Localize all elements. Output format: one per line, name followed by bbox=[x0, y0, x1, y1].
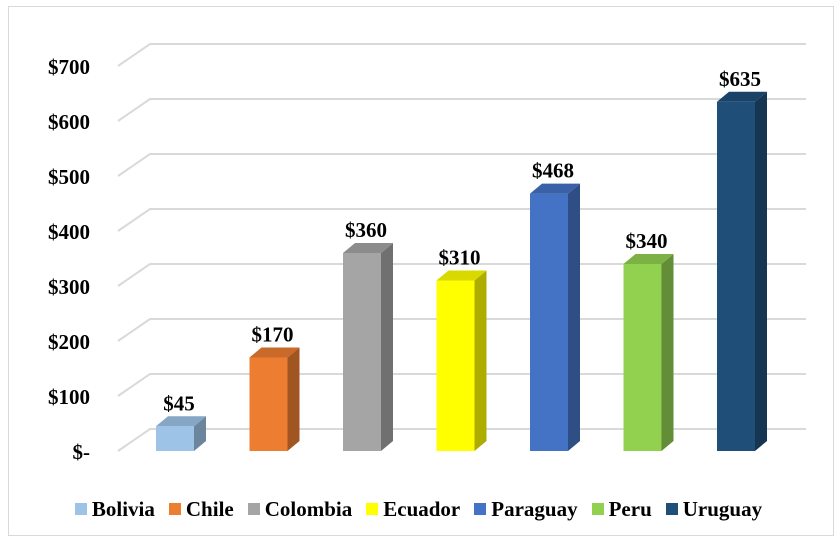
y-tick-label: $- bbox=[73, 440, 91, 464]
bar-ecuador bbox=[436, 270, 487, 451]
data-label: $468 bbox=[532, 159, 574, 183]
gridlines bbox=[117, 43, 806, 452]
gridline bbox=[117, 318, 806, 342]
gridline bbox=[117, 43, 806, 67]
gridline bbox=[117, 428, 806, 452]
gridline bbox=[117, 263, 806, 287]
legend-item-uruguay: Uruguay bbox=[665, 496, 763, 522]
legend-item-chile: Chile bbox=[168, 496, 234, 522]
gridline bbox=[117, 153, 806, 177]
legend-label: Ecuador bbox=[383, 496, 461, 521]
legend-swatch bbox=[591, 503, 604, 515]
bar-chile bbox=[249, 347, 300, 451]
y-tick-label: $500 bbox=[48, 165, 90, 189]
data-label: $635 bbox=[719, 67, 761, 91]
bar-colombia bbox=[343, 243, 393, 451]
legend-swatch bbox=[474, 503, 487, 515]
data-label: $310 bbox=[439, 246, 481, 270]
legend-swatch bbox=[665, 503, 678, 515]
legend-label: Paraguay bbox=[491, 496, 578, 521]
legend-item-colombia: Colombia bbox=[247, 496, 353, 522]
y-tick-label: $700 bbox=[48, 55, 90, 79]
y-tick-label: $300 bbox=[48, 275, 90, 299]
legend-item-peru: Peru bbox=[591, 496, 652, 522]
legend-swatch bbox=[74, 503, 87, 515]
gridline bbox=[117, 373, 806, 397]
legend: Bolivia Chile Colombia Ecuador Paraguay Peru U… bbox=[0, 494, 837, 524]
legend-label: Bolivia bbox=[91, 496, 155, 521]
legend-swatch bbox=[168, 503, 181, 515]
legend-label: Peru bbox=[608, 496, 652, 521]
legend-label: Colombia bbox=[264, 496, 353, 521]
legend-label: Chile bbox=[185, 496, 234, 521]
chart-frame bbox=[8, 6, 834, 536]
bar-peru bbox=[623, 254, 674, 451]
bar-paraguay bbox=[530, 183, 580, 451]
y-tick-label: $400 bbox=[48, 220, 90, 244]
gridline bbox=[117, 208, 806, 232]
legend-item-bolivia: Bolivia bbox=[74, 496, 155, 522]
data-labels: $45 $170 $360 $310 $468 $340 $635 bbox=[163, 67, 761, 416]
legend-swatch bbox=[247, 503, 260, 515]
data-label: $45 bbox=[163, 391, 195, 415]
bar-uruguay bbox=[717, 91, 767, 451]
y-tick-label: $600 bbox=[48, 110, 90, 134]
data-label: $360 bbox=[345, 218, 387, 242]
legend-item-paraguay: Paraguay bbox=[474, 496, 578, 522]
bar-bolivia bbox=[156, 416, 206, 451]
bars bbox=[156, 91, 767, 451]
data-label: $340 bbox=[626, 229, 668, 253]
legend-swatch bbox=[366, 503, 379, 515]
data-label: $170 bbox=[252, 323, 294, 347]
legend-label: Uruguay bbox=[682, 496, 763, 521]
y-tick-label: $100 bbox=[48, 385, 90, 409]
gridline bbox=[117, 98, 806, 122]
y-tick-label: $200 bbox=[48, 330, 90, 354]
legend-item-ecuador: Ecuador bbox=[366, 497, 460, 522]
y-axis-tick-labels: $- $100 $200 $300 $400 $500 $600 $700 bbox=[48, 55, 90, 464]
